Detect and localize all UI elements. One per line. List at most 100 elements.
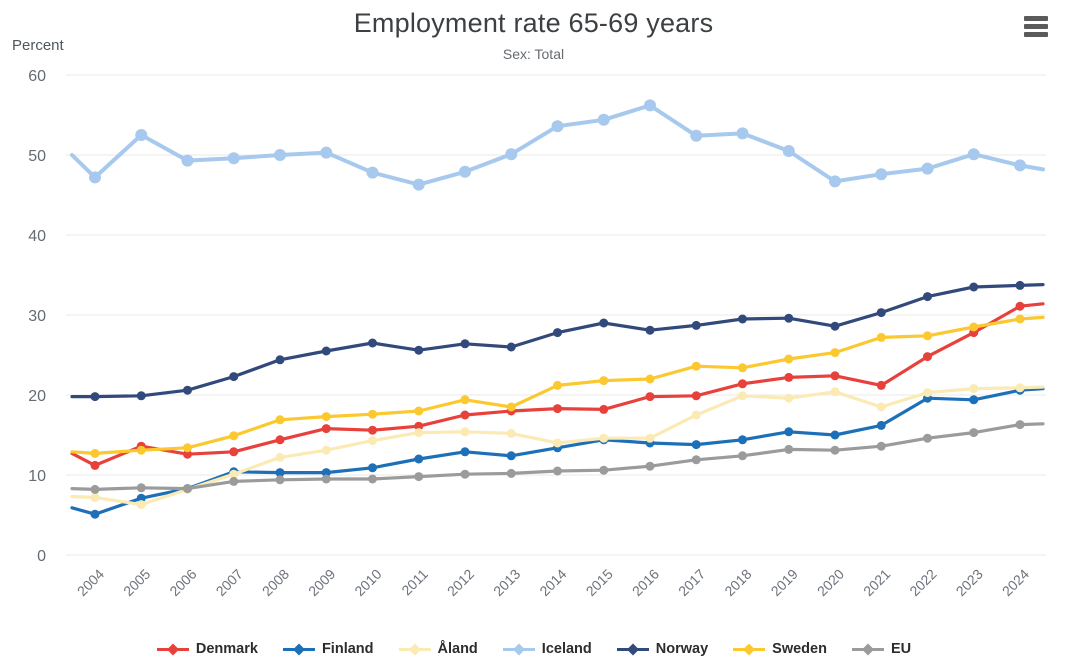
series-line-norway[interactable] [70,283,1045,399]
data-point-åland-2010[interactable] [368,436,377,446]
data-point-denmark-2021[interactable] [876,380,886,390]
data-point-finland-2008[interactable] [275,468,285,478]
data-point-finland-2005[interactable] [136,493,146,503]
data-point-denmark-2020[interactable] [830,371,840,381]
data-point-norway-2024[interactable] [1015,280,1025,290]
data-point-åland-2013[interactable] [506,428,516,438]
data-point-norway-2018[interactable] [738,314,747,324]
data-point-åland-2012[interactable] [460,427,470,437]
data-point-norway-2010[interactable] [368,338,377,348]
data-point-finland-2010[interactable] [368,463,377,473]
data-point-eu-2011[interactable] [414,472,424,482]
data-point-sweden-2014[interactable] [553,380,562,390]
data-point-åland-2011[interactable] [414,428,424,438]
data-point-finland-2012[interactable] [460,447,470,457]
data-point-iceland-2011[interactable] [412,178,425,191]
data-point-eu-2017[interactable] [691,455,701,465]
data-point-eu-2005[interactable] [136,483,146,493]
data-point-sweden-2019[interactable] [784,354,794,364]
data-point-finland-2020[interactable] [830,430,840,440]
data-point-eu-2014[interactable] [553,466,562,476]
data-point-iceland-2009[interactable] [320,146,333,159]
data-point-åland-2017[interactable] [691,410,701,420]
data-point-eu-2015[interactable] [599,465,609,475]
data-point-norway-2017[interactable] [691,320,701,330]
data-point-sweden-2017[interactable] [691,361,701,371]
data-point-finland-2018[interactable] [738,435,747,445]
legend-item-sweden[interactable]: Sweden [732,641,827,657]
data-point-åland-2021[interactable] [876,402,886,412]
data-point-åland-2004[interactable] [90,492,100,502]
data-point-iceland-2005[interactable] [135,129,148,141]
data-point-iceland-2015[interactable] [597,113,610,126]
data-point-iceland-2022[interactable] [921,162,934,175]
data-point-iceland-2021[interactable] [875,168,888,181]
data-point-åland-2020[interactable] [830,387,840,397]
data-point-norway-2006[interactable] [183,385,192,395]
data-point-norway-2012[interactable] [460,339,470,349]
data-point-sweden-2006[interactable] [183,443,192,453]
data-point-åland-2022[interactable] [923,388,932,398]
series-line-iceland[interactable] [70,103,1045,187]
data-point-iceland-2024[interactable] [1014,159,1026,172]
data-point-finland-2009[interactable] [321,468,331,478]
data-point-sweden-2007[interactable] [229,431,239,441]
data-point-sweden-2021[interactable] [876,332,886,342]
data-point-iceland-2014[interactable] [551,120,564,133]
legend-item-eu[interactable]: EU [851,641,911,657]
data-point-eu-2013[interactable] [506,468,516,478]
data-point-sweden-2020[interactable] [830,348,840,358]
data-point-åland-2024[interactable] [1015,383,1025,393]
data-point-sweden-2012[interactable] [460,395,470,405]
data-point-norway-2014[interactable] [553,328,562,338]
data-point-sweden-2023[interactable] [969,322,979,332]
legend-item-finland[interactable]: Finland [282,641,374,657]
data-point-iceland-2020[interactable] [829,175,841,188]
hamburger-menu-icon[interactable] [1023,14,1049,38]
data-point-åland-2015[interactable] [599,433,609,443]
data-point-eu-2010[interactable] [368,474,377,484]
data-point-sweden-2004[interactable] [90,448,100,458]
data-point-denmark-2019[interactable] [784,372,794,382]
data-point-denmark-2010[interactable] [368,425,377,435]
data-point-denmark-2011[interactable] [414,421,424,431]
data-point-denmark-2006[interactable] [183,449,192,459]
data-point-eu-2016[interactable] [645,461,655,471]
data-point-denmark-2017[interactable] [691,391,701,401]
data-point-eu-2023[interactable] [969,428,979,438]
data-point-iceland-2018[interactable] [736,127,749,140]
data-point-finland-2004[interactable] [90,509,100,519]
data-point-iceland-2013[interactable] [505,148,518,161]
data-point-iceland-2016[interactable] [644,99,656,112]
data-point-finland-2011[interactable] [414,454,424,464]
data-point-norway-2016[interactable] [645,325,655,335]
data-point-denmark-2007[interactable] [229,447,239,457]
data-point-finland-2017[interactable] [691,440,701,450]
data-point-sweden-2015[interactable] [599,376,609,386]
data-point-sweden-2024[interactable] [1015,314,1025,324]
data-point-denmark-2016[interactable] [645,392,655,402]
data-point-finland-2019[interactable] [784,427,794,437]
data-point-norway-2007[interactable] [229,372,239,382]
data-point-sweden-2005[interactable] [136,445,146,455]
data-point-denmark-2018[interactable] [738,379,747,389]
data-point-eu-2012[interactable] [460,469,470,479]
data-point-denmark-2024[interactable] [1015,301,1025,311]
data-point-eu-2022[interactable] [923,433,932,443]
data-point-eu-2021[interactable] [876,441,886,451]
data-point-åland-2019[interactable] [784,393,794,403]
data-point-åland-2014[interactable] [553,438,562,448]
data-point-åland-2008[interactable] [275,452,285,462]
data-point-denmark-2022[interactable] [923,352,932,362]
data-point-sweden-2010[interactable] [368,409,377,419]
data-point-iceland-2007[interactable] [227,152,240,165]
legend-item-denmark[interactable]: Denmark [156,641,258,657]
data-point-iceland-2004[interactable] [89,171,101,184]
data-point-norway-2011[interactable] [414,345,424,355]
data-point-norway-2005[interactable] [136,391,146,401]
data-point-sweden-2013[interactable] [506,402,516,412]
data-point-norway-2015[interactable] [599,318,609,328]
data-point-norway-2022[interactable] [923,292,932,302]
data-point-iceland-2019[interactable] [782,145,795,157]
legend-item-iceland[interactable]: Iceland [502,641,592,657]
